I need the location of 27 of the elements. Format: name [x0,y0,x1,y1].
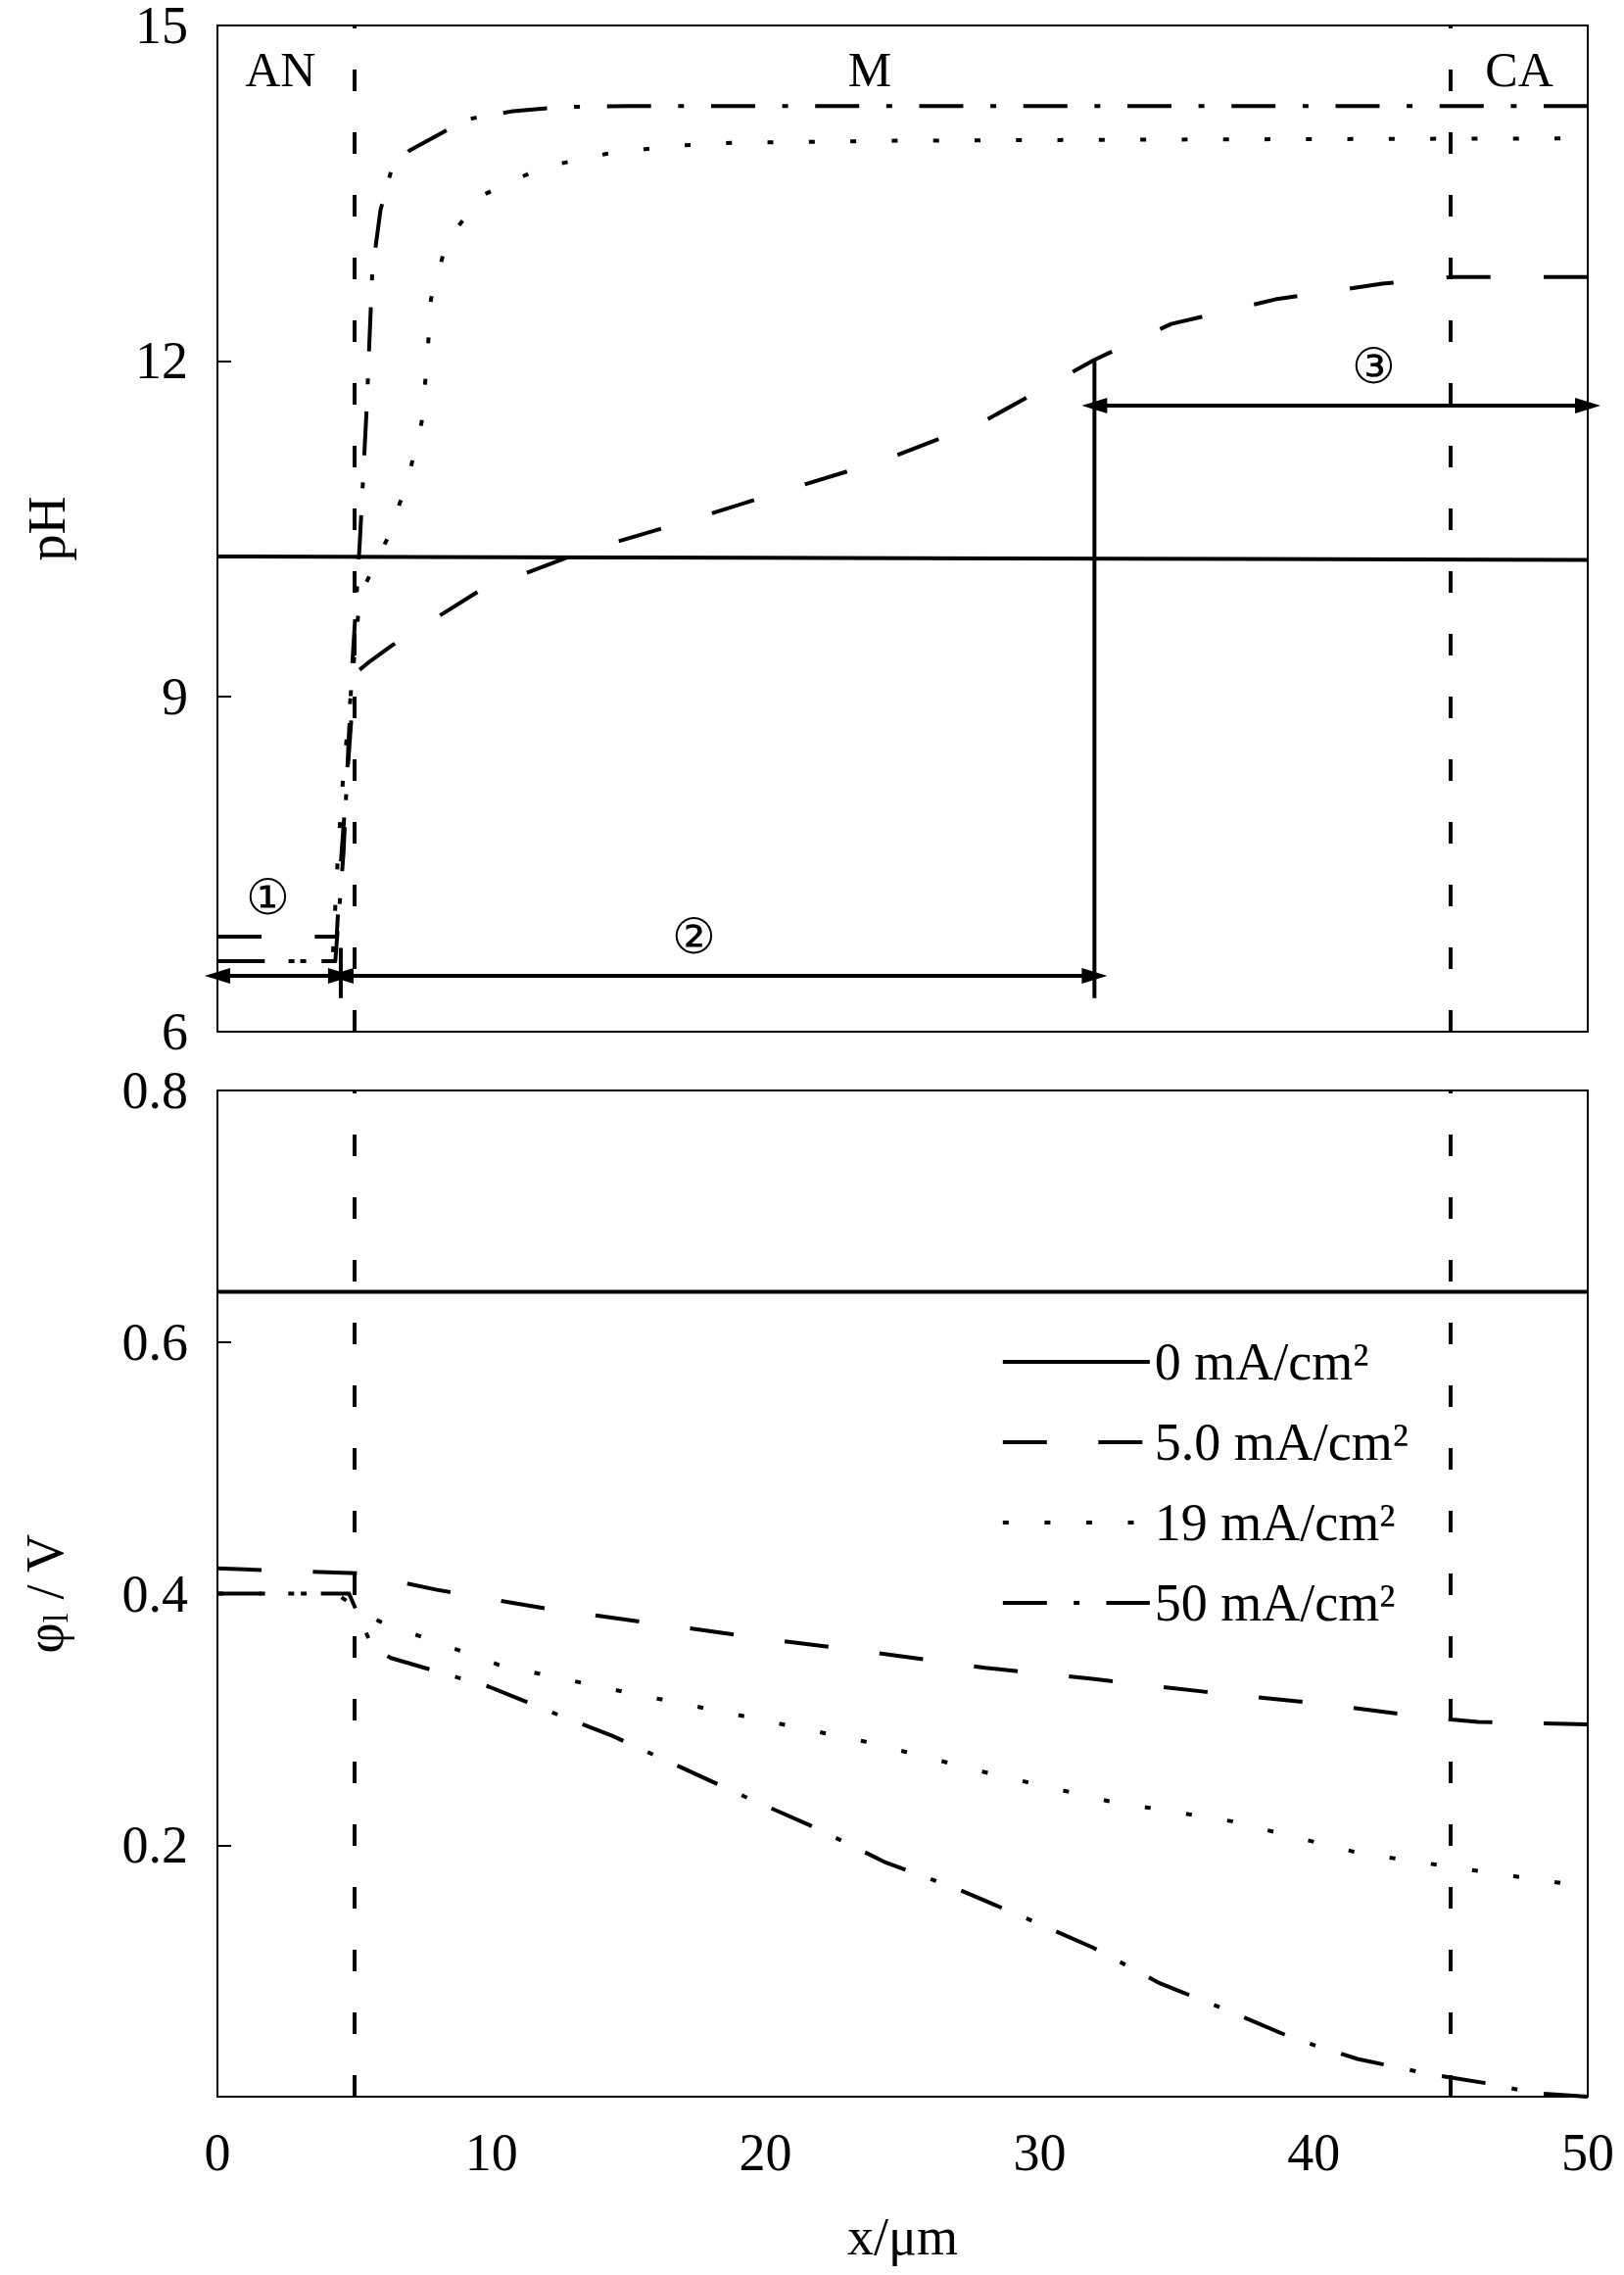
legend-label: 19 mA/cm² [1154,1493,1396,1552]
y-tick-label: 12 [135,331,188,391]
y-tick-label: 0.8 [121,1061,188,1120]
x-tick-label: 10 [464,2123,518,2182]
annotation: ③ [1352,339,1397,395]
y-tick-label: 6 [162,1002,188,1061]
y-tick-label: 0.4 [121,1564,188,1623]
legend-label: 50 mA/cm² [1154,1573,1396,1632]
x-tick-label: 0 [204,2123,231,2182]
x-tick-label: 20 [739,2123,792,2182]
y-tick-label: 0.2 [121,1815,188,1875]
annotation: CA [1485,42,1553,98]
x-tick-label: 40 [1287,2123,1341,2182]
y-tick-label: 0.6 [121,1312,188,1372]
annotation: ② [672,909,717,965]
annotation: M [847,42,892,98]
x-tick-label: 50 [1561,2123,1614,2182]
y-axis-title: pH [18,496,76,561]
x-axis-title: x/μm [847,2207,958,2266]
y-tick-label: 9 [162,666,188,726]
annotation: ① [246,870,291,926]
annotation: AN [245,42,316,98]
legend-label: 5.0 mA/cm² [1154,1413,1409,1472]
y-axis-title: φl / V [15,1534,75,1654]
y-tick-label: 15 [135,0,188,55]
x-tick-label: 30 [1013,2123,1067,2182]
legend-label: 0 mA/cm² [1154,1332,1369,1391]
